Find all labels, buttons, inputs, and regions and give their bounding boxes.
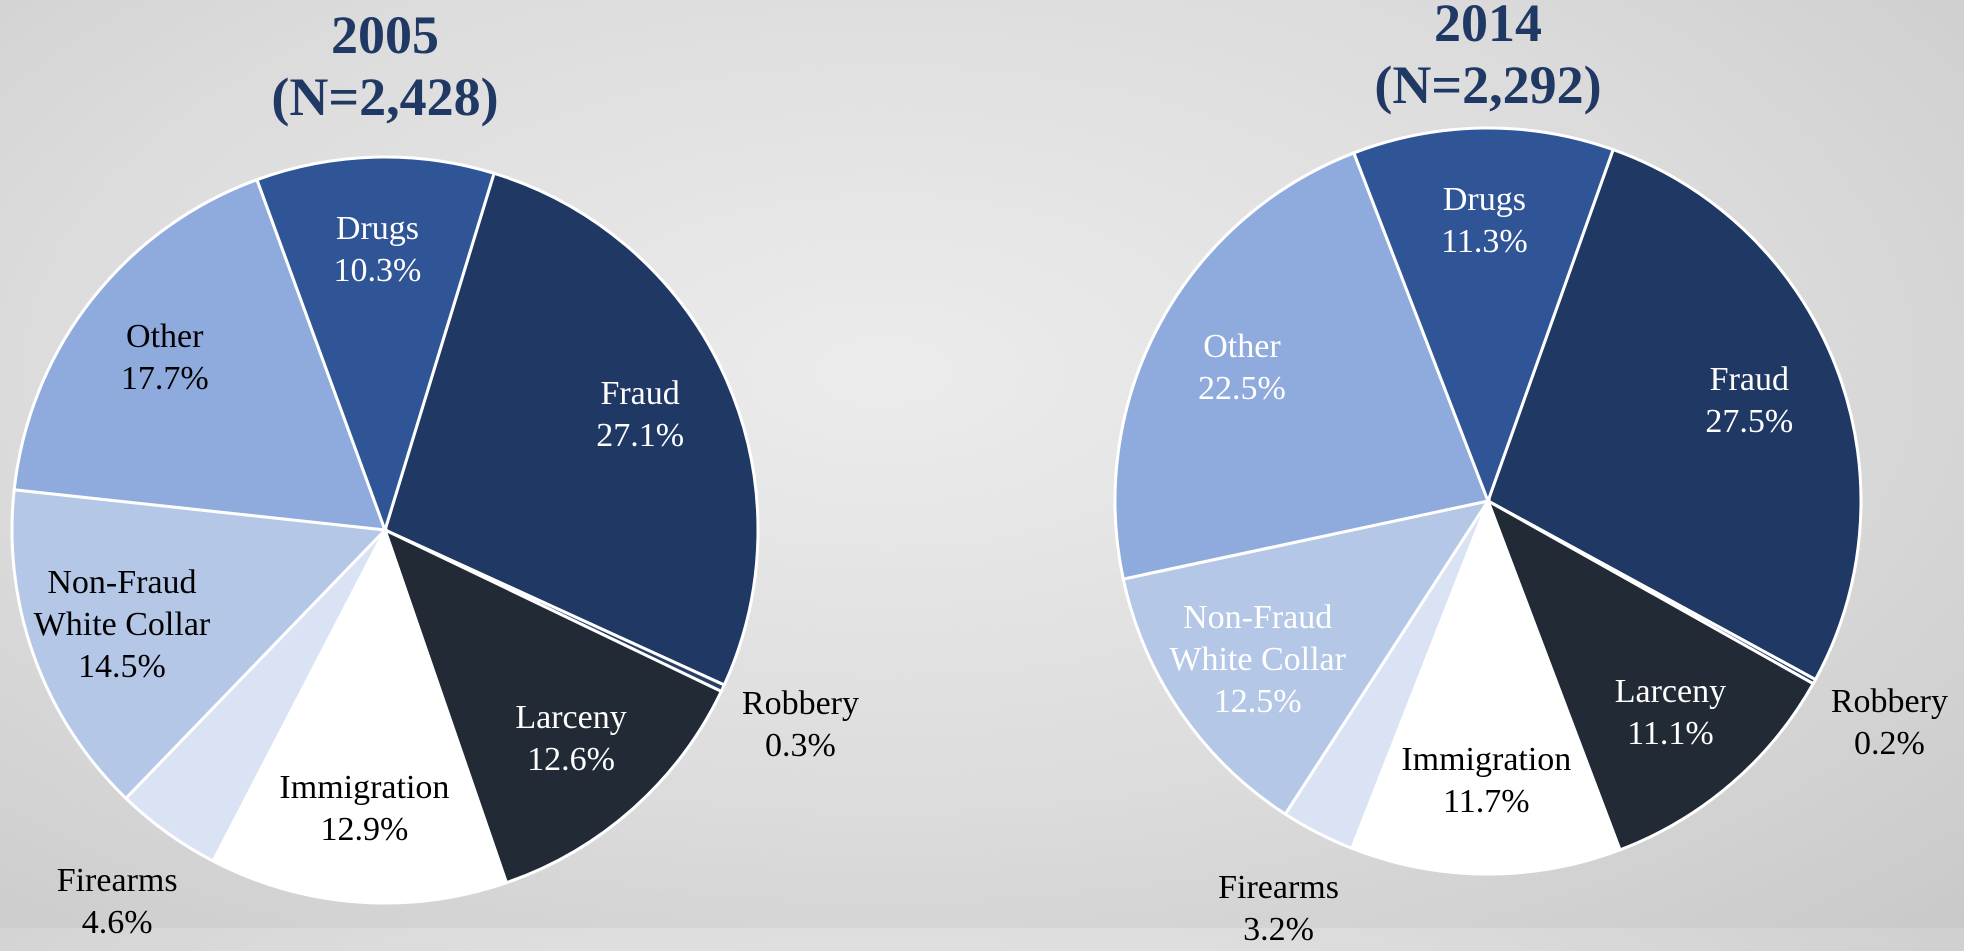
slice-value: 12.5%: [1213, 682, 1302, 720]
slice-value: 12.9%: [320, 810, 409, 848]
charts: [10, 126, 1863, 905]
chart-title: 2005 (N=2,428): [135, 4, 635, 128]
subtitle-text: (N=2,292): [1374, 55, 1602, 115]
slice-name: Immigration: [1401, 740, 1572, 778]
slice-value: 0.3%: [765, 726, 836, 764]
slice-name: Other: [1203, 327, 1281, 365]
slice-value: 27.5%: [1705, 403, 1794, 441]
slice-label: Immigration 12.9%: [249, 767, 479, 851]
slice-name: Fraud: [600, 375, 680, 413]
pie-slice: [382, 527, 724, 885]
slice-name: Fraud: [1709, 361, 1789, 399]
pie-slice: [383, 171, 760, 688]
slice-value: 0.2%: [1854, 725, 1925, 763]
slice-label: Non-Fraud White Collar 14.5%: [7, 562, 237, 688]
pie-slice: [1349, 496, 1622, 876]
slice-name: Immigration: [279, 768, 450, 806]
slice-name: Other: [126, 317, 204, 355]
pie-slice: [255, 155, 496, 535]
slice-value: 3.2%: [1243, 911, 1314, 949]
pie-slice: [1486, 147, 1863, 682]
slice-label: Firearms 4.6%: [2, 860, 232, 944]
title-text: 2014: [1434, 0, 1542, 53]
slice-value: 11.3%: [1441, 223, 1528, 261]
pie-slice: [211, 526, 509, 905]
pie-slice: [1485, 497, 1816, 852]
slice-name: Larceny: [1614, 673, 1727, 711]
slice-value: 11.7%: [1443, 782, 1530, 820]
slice-name: Robbery: [1830, 683, 1948, 721]
slice-label: Fraud 27.5%: [1634, 359, 1864, 443]
slice-label: Robbery 0.3%: [685, 683, 915, 767]
subtitle-text: (N=2,428): [271, 67, 499, 127]
slice-label: Larceny 11.1%: [1555, 671, 1785, 755]
slice-label: Non-Fraud White Collar 12.5%: [1143, 597, 1373, 723]
slice-name: Drugs: [1442, 181, 1526, 219]
slice-value: 12.6%: [527, 740, 615, 778]
slice-label: Other 17.7%: [50, 316, 280, 400]
slice-label: Larceny 12.6%: [456, 697, 686, 781]
chart-title: 2014 (N=2,292): [1238, 0, 1738, 116]
slice-name: Non-Fraud White Collar: [33, 564, 211, 644]
slice-label: Other 22.5%: [1127, 326, 1357, 410]
slice-label: Fraud 27.1%: [525, 373, 755, 457]
pie-slice: [1351, 126, 1616, 506]
slice-value: 11.1%: [1627, 715, 1714, 753]
slice-name: Firearms: [1218, 869, 1339, 907]
slice-value: 14.5%: [78, 648, 166, 686]
slice-label: Drugs 10.3%: [262, 208, 492, 292]
slice-value: 10.3%: [333, 252, 422, 290]
slice-name: Non-Fraud White Collar: [1169, 598, 1346, 678]
slice-value: 27.1%: [596, 417, 685, 455]
slice-label: Firearms 3.2%: [1164, 867, 1394, 951]
slice-value: 22.5%: [1198, 369, 1286, 407]
title-text: 2005: [331, 5, 439, 65]
slice-label: Robbery 0.2%: [1774, 681, 1964, 765]
slice-name: Robbery: [741, 684, 859, 722]
pie-slice: [12, 177, 388, 532]
slice-label: Immigration 11.7%: [1371, 739, 1601, 823]
slice-name: Larceny: [515, 698, 627, 736]
slice-label: Drugs 11.3%: [1369, 179, 1599, 263]
slice-name: Drugs: [335, 210, 420, 248]
slice-value: 17.7%: [120, 359, 209, 397]
pie-slice: [1121, 498, 1492, 817]
slice-value: 4.6%: [81, 904, 153, 942]
pie-slice: [10, 488, 389, 801]
slice-name: Firearms: [56, 862, 178, 900]
